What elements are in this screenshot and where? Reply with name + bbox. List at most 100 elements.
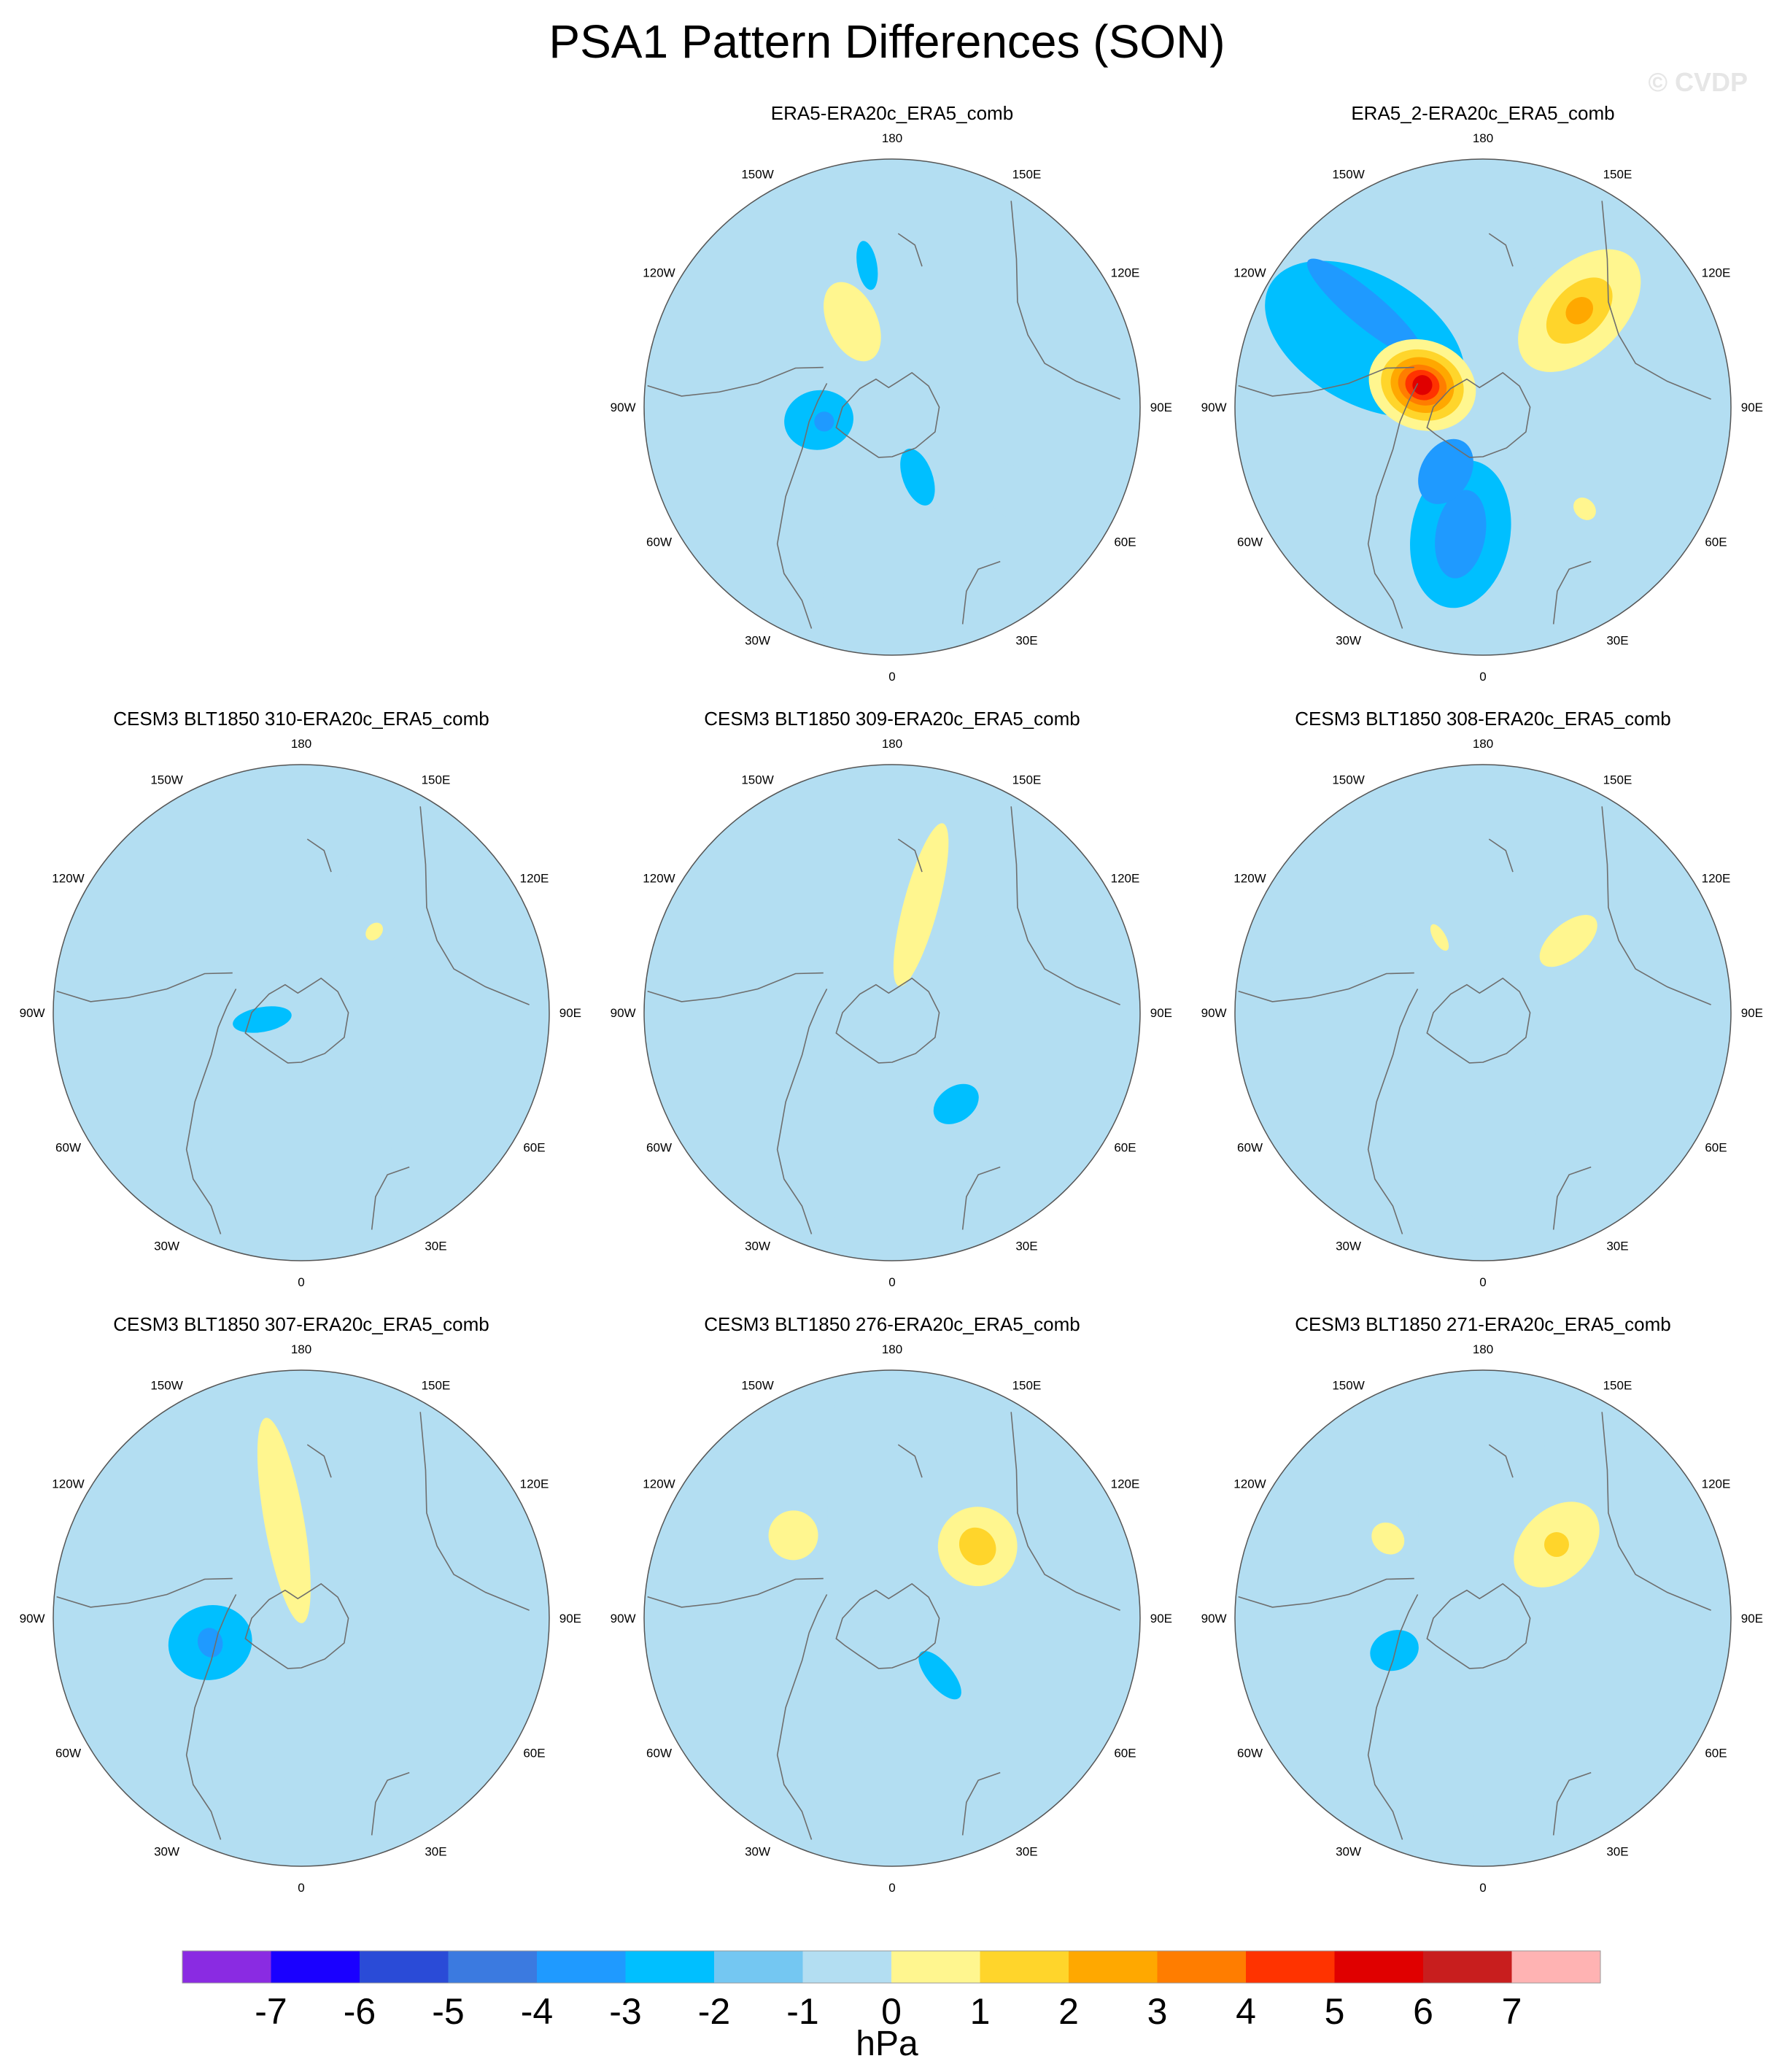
colorbar-swatch	[537, 1951, 626, 1983]
coastline	[1601, 806, 1711, 1005]
contour-region	[1460, 1758, 1535, 1824]
coastline	[1010, 1412, 1120, 1611]
map-border	[643, 158, 1141, 656]
longitude-label: 180	[882, 1342, 902, 1356]
coastline	[185, 989, 237, 1234]
longitude-label: 150W	[1332, 773, 1364, 787]
longitude-label: 60E	[523, 1140, 545, 1154]
longitude-label: 30W	[154, 1844, 179, 1858]
colorbar-tick-label: 3	[1147, 1991, 1168, 2032]
longitude-label: 120E	[1111, 266, 1140, 280]
contour-region	[1244, 958, 1374, 1067]
colorbar-swatch	[271, 1951, 360, 1983]
contour-region	[856, 241, 878, 290]
longitude-label: 150E	[1012, 168, 1042, 182]
longitude-label: 60W	[646, 1140, 672, 1154]
longitude-label: 120W	[643, 1477, 675, 1491]
contour-region	[814, 411, 834, 432]
contour-region	[1438, 1606, 1495, 1724]
contour-region	[933, 1083, 979, 1124]
coastline	[56, 972, 233, 1002]
longitude-label: 60E	[1705, 1140, 1727, 1154]
coastline	[1010, 201, 1120, 400]
longitude-label: 60W	[1237, 1746, 1263, 1760]
longitude-label: 180	[882, 131, 902, 145]
coastline	[897, 838, 923, 873]
contour-region	[1430, 924, 1449, 951]
longitude-label: 60E	[523, 1746, 545, 1760]
colorbar-swatch	[891, 1951, 980, 1983]
panel-title: CESM3 BLT1850 309-ERA20c_ERA5_comb	[704, 708, 1080, 730]
contour-region	[1289, 819, 1397, 927]
polar-map: 0 30E 60E 90E 120E 150E 180 150W 120W 90W 60W 30W	[20, 1342, 581, 1895]
longitude-label: 90W	[20, 1612, 45, 1625]
colorbar-swatch	[1157, 1951, 1246, 1983]
colorbar-swatch	[802, 1951, 891, 1983]
contour-region	[257, 1418, 311, 1623]
panel-title: CESM3 BLT1850 276-ERA20c_ERA5_comb	[704, 1313, 1080, 1335]
colorbar-tick-label: -1	[786, 1991, 818, 2032]
contour-region	[403, 1054, 500, 1145]
contour-region	[1573, 498, 1596, 520]
coastline	[647, 972, 824, 1002]
polar-map: 0 30E 60E 90E 120E 150E 180 150W 120W 90W 60W 30W	[1201, 1342, 1763, 1895]
longitude-label: 150W	[741, 1379, 773, 1393]
contour-region	[900, 448, 935, 506]
coastline-antarctica	[835, 1582, 940, 1669]
map-panel-cesm3-271: CESM3 BLT1850 271-ERA20c_ERA5_comb 0 30E 6…	[1201, 1313, 1763, 1919]
coastline-antarctica	[1426, 371, 1531, 458]
panel-title: CESM3 BLT1850 310-ERA20c_ERA5_comb	[113, 708, 489, 730]
longitude-label: 0	[1479, 670, 1486, 684]
longitude-label: 30E	[425, 1239, 446, 1253]
longitude-label: 150W	[1332, 168, 1364, 182]
colorbar-tick-label: 4	[1236, 1991, 1256, 2032]
longitude-label: 150E	[1012, 1379, 1042, 1393]
polar-map: 0 30E 60E 90E 120E 150E 180 150W 120W 90W 60W 30W	[1201, 131, 1763, 684]
colorbar-tick-label: 7	[1502, 1991, 1522, 2032]
longitude-label: 90W	[1201, 1006, 1227, 1020]
coastline	[776, 1594, 828, 1840]
longitude-label: 180	[291, 737, 311, 751]
contour-region	[1435, 490, 1487, 579]
contour-region	[827, 1370, 957, 1750]
longitude-label: 150W	[1332, 1379, 1364, 1393]
polar-map: 0 30E 60E 90E 120E 150E 180 150W 120W 90W 60W 30W	[611, 1342, 1172, 1895]
coastline	[419, 806, 530, 1005]
longitude-label: 0	[888, 1275, 895, 1289]
panel-title: CESM3 BLT1850 307-ERA20c_ERA5_comb	[113, 1313, 489, 1335]
polar-map: 0 30E 60E 90E 120E 150E 180 150W 120W 90W 60W 30W	[611, 131, 1172, 684]
longitude-label: 30E	[1015, 1844, 1037, 1858]
colorbar-tick-label: -7	[255, 1991, 287, 2032]
coastline	[961, 1771, 1001, 1836]
colorbar-tick-label: -2	[698, 1991, 730, 2032]
longitude-label: 120E	[520, 872, 549, 886]
coastline	[1488, 1444, 1514, 1478]
coastline	[776, 383, 828, 629]
contour-region	[1412, 375, 1433, 395]
polar-map: 0 30E 60E 90E 120E 150E 180 150W 120W 90W 60W 30W	[20, 737, 581, 1289]
coastline	[1601, 201, 1711, 400]
longitude-label: 60W	[55, 1140, 81, 1154]
cvdp-watermark: © CVDP	[1648, 67, 1748, 97]
coastline	[419, 1412, 530, 1611]
longitude-label: 0	[298, 1881, 304, 1895]
colorbar-swatch	[1069, 1951, 1158, 1983]
map-border	[53, 1369, 550, 1867]
coastline-antarctica	[1426, 977, 1531, 1064]
longitude-label: 150W	[741, 168, 773, 182]
coastline	[306, 1444, 332, 1478]
contour-region	[1565, 296, 1594, 325]
coastline	[961, 560, 1001, 625]
map-border	[643, 1369, 1141, 1867]
longitude-label: 30E	[1606, 633, 1628, 647]
contour-region	[958, 1527, 996, 1566]
longitude-label: 90W	[1201, 1612, 1227, 1625]
map-background	[644, 159, 1140, 655]
longitude-label: 120W	[1233, 1477, 1266, 1491]
longitude-label: 120W	[52, 872, 84, 886]
longitude-label: 60E	[1114, 1746, 1136, 1760]
map-panel-cesm3-309: CESM3 BLT1850 309-ERA20c_ERA5_comb 0 30E 6…	[611, 708, 1172, 1313]
colorbar-frame	[182, 1950, 1601, 1984]
contour-region	[1543, 1532, 1569, 1558]
contour-region	[921, 924, 1087, 1020]
